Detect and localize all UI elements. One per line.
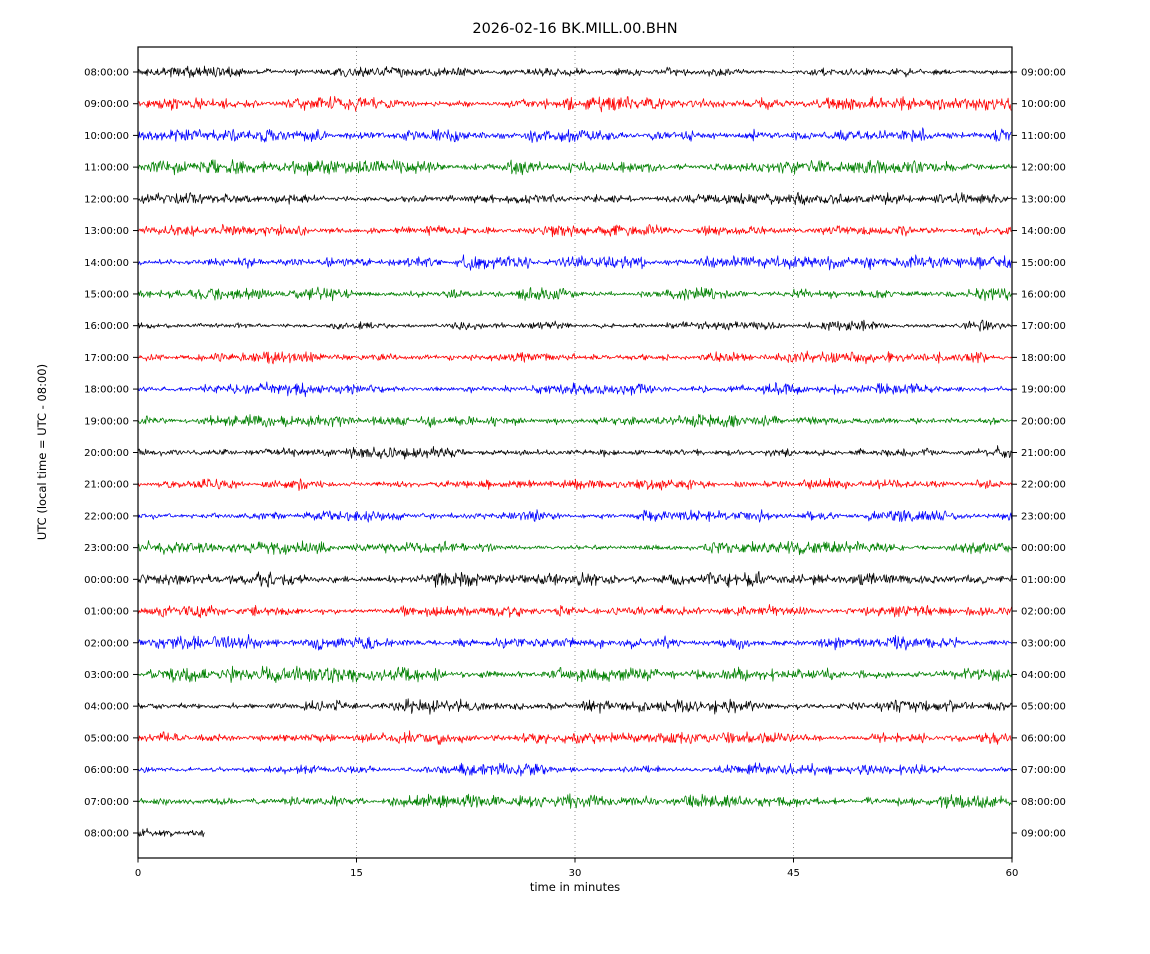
row-label-left: 16:00:00	[84, 321, 129, 332]
row-label-left: 17:00:00	[84, 353, 129, 364]
trace-rows	[137, 65, 1012, 838]
seismogram-trace	[137, 477, 1012, 491]
seismogram-trace	[137, 381, 1012, 398]
seismogram-trace	[137, 319, 1012, 332]
x-tick-label: 45	[787, 868, 800, 879]
seismogram-trace	[137, 191, 1012, 206]
seismogram-trace	[137, 540, 1012, 556]
row-label-left: 01:00:00	[84, 607, 129, 618]
row-label-right: 08:00:00	[1021, 797, 1066, 808]
seismogram-trace	[137, 413, 1012, 428]
seismogram-trace	[137, 634, 1012, 651]
row-label-right: 07:00:00	[1021, 765, 1066, 776]
seismogram-trace	[137, 698, 1012, 715]
x-tick-label: 60	[1006, 868, 1019, 879]
seismogram-trace	[137, 127, 1012, 143]
row-label-right: 02:00:00	[1021, 607, 1066, 618]
row-label-right: 00:00:00	[1021, 543, 1066, 554]
row-label-right: 23:00:00	[1021, 511, 1066, 522]
row-label-left: 18:00:00	[84, 385, 129, 396]
row-label-right: 19:00:00	[1021, 385, 1066, 396]
seismogram-trace	[137, 793, 1012, 809]
row-label-right: 18:00:00	[1021, 353, 1066, 364]
row-label-right: 17:00:00	[1021, 321, 1066, 332]
seismogram-trace	[137, 350, 1012, 365]
row-label-right: 12:00:00	[1021, 163, 1066, 174]
row-label-left: 06:00:00	[84, 765, 129, 776]
plot-border	[137, 46, 1013, 859]
row-label-right: 13:00:00	[1021, 194, 1066, 205]
x-tick-label: 0	[135, 868, 141, 879]
row-label-left: 00:00:00	[84, 575, 129, 586]
row-label-right: 16:00:00	[1021, 289, 1066, 300]
seismogram-trace	[137, 571, 1012, 588]
row-label-left: 09:00:00	[84, 99, 129, 110]
row-label-left: 12:00:00	[84, 194, 129, 205]
row-label-right: 05:00:00	[1021, 702, 1066, 713]
row-label-right: 10:00:00	[1021, 99, 1066, 110]
seismogram-trace	[137, 159, 1012, 176]
seismogram-trace	[137, 445, 1012, 460]
seismogram-trace	[137, 65, 1012, 79]
x-tick-label: 15	[350, 868, 363, 879]
seismogram-trace	[137, 827, 205, 838]
chart-title: 2026-02-16 BK.MILL.00.BHN	[472, 21, 677, 37]
seismogram-trace	[137, 95, 1012, 113]
row-label-right: 06:00:00	[1021, 733, 1066, 744]
seismogram-trace	[137, 730, 1012, 745]
row-label-left: 08:00:00	[84, 829, 129, 840]
row-label-right: 09:00:00	[1021, 68, 1066, 79]
row-label-left: 04:00:00	[84, 702, 129, 713]
row-label-right: 14:00:00	[1021, 226, 1066, 237]
row-label-right: 15:00:00	[1021, 258, 1066, 269]
row-label-right: 04:00:00	[1021, 670, 1066, 681]
row-label-left: 14:00:00	[84, 258, 129, 269]
row-label-right: 21:00:00	[1021, 448, 1066, 459]
row-label-left: 13:00:00	[84, 226, 129, 237]
row-label-right: 09:00:00	[1021, 829, 1066, 840]
seismogram-trace	[137, 223, 1012, 238]
seismogram-trace	[137, 286, 1012, 302]
row-label-left: 19:00:00	[84, 416, 129, 427]
row-label-left: 03:00:00	[84, 670, 129, 681]
row-label-left: 21:00:00	[84, 480, 129, 491]
seismogram-trace	[137, 254, 1012, 271]
axes: 0 15 30 45 60 08:00:00 09:00:00 09:00:00 10:00:0…	[84, 46, 1066, 879]
x-tick-label: 30	[569, 868, 582, 879]
row-label-right: 20:00:00	[1021, 416, 1066, 427]
row-label-left: 11:00:00	[84, 163, 129, 174]
seismogram-trace	[137, 762, 1012, 777]
row-label-left: 05:00:00	[84, 733, 129, 744]
row-label-right: 11:00:00	[1021, 131, 1066, 142]
seismogram-trace	[137, 665, 1012, 684]
x-axis-label: time in minutes	[530, 880, 620, 894]
row-label-left: 15:00:00	[84, 289, 129, 300]
row-label-right: 01:00:00	[1021, 575, 1066, 586]
row-label-left: 08:00:00	[84, 68, 129, 79]
seismogram-trace	[137, 604, 1012, 619]
row-label-left: 20:00:00	[84, 448, 129, 459]
row-label-left: 07:00:00	[84, 797, 129, 808]
row-label-left: 02:00:00	[84, 638, 129, 649]
y-axis-label: UTC (local time = UTC - 08:00)	[35, 364, 49, 540]
row-label-right: 03:00:00	[1021, 638, 1066, 649]
row-label-left: 10:00:00	[84, 131, 129, 142]
row-label-right: 22:00:00	[1021, 480, 1066, 491]
row-label-left: 22:00:00	[84, 511, 129, 522]
seismogram-trace	[137, 509, 1012, 523]
row-label-left: 23:00:00	[84, 543, 129, 554]
